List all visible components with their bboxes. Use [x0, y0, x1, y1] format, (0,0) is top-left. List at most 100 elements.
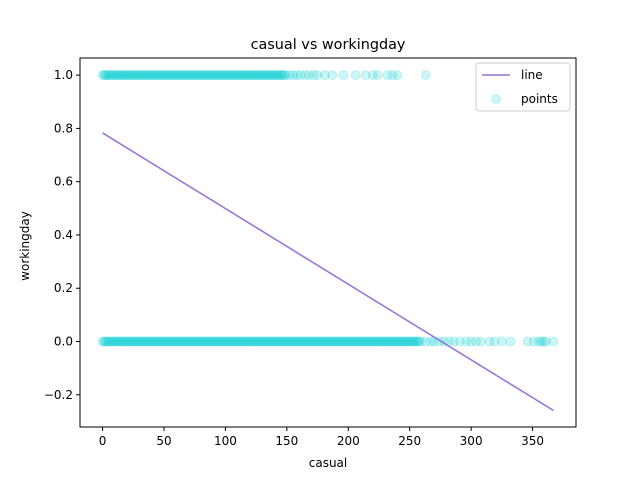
data-point — [505, 336, 516, 347]
data-point — [180, 336, 191, 347]
data-point — [190, 70, 201, 81]
data-point — [181, 336, 192, 347]
data-point — [178, 70, 189, 81]
data-point — [409, 336, 420, 347]
data-point — [274, 70, 285, 81]
data-point — [308, 70, 319, 81]
data-point — [280, 70, 291, 81]
data-point — [202, 336, 213, 347]
scatter-layer — [97, 70, 559, 347]
data-point — [412, 336, 423, 347]
data-point — [471, 336, 482, 347]
data-point — [262, 336, 273, 347]
data-point — [214, 70, 225, 81]
data-point — [123, 336, 134, 347]
data-point — [315, 336, 326, 347]
data-point — [183, 336, 194, 347]
data-point — [214, 336, 225, 347]
data-point — [357, 336, 368, 347]
data-point — [123, 70, 134, 81]
data-point — [461, 336, 472, 347]
data-point — [330, 336, 341, 347]
data-point — [133, 70, 144, 81]
plot-area — [79, 57, 577, 428]
data-point — [381, 336, 392, 347]
data-point — [133, 336, 144, 347]
data-point — [225, 336, 236, 347]
data-point — [360, 70, 371, 81]
data-point — [144, 336, 155, 347]
data-point — [466, 336, 477, 347]
data-point — [160, 70, 171, 81]
data-point — [339, 336, 350, 347]
y-tick-label: −0.2 — [44, 388, 73, 402]
data-point — [393, 336, 404, 347]
data-point — [270, 336, 281, 347]
x-axis: 0 50 100 150 200 250 300 350 — [99, 427, 544, 448]
data-point — [108, 70, 119, 81]
data-point — [244, 70, 255, 81]
data-point — [258, 336, 269, 347]
data-point — [306, 336, 317, 347]
data-point — [147, 336, 158, 347]
data-point — [319, 336, 330, 347]
data-point — [276, 336, 287, 347]
data-point — [403, 336, 414, 347]
data-point — [216, 336, 227, 347]
data-point — [256, 70, 267, 81]
data-point — [220, 336, 231, 347]
data-point — [135, 336, 146, 347]
data-point — [475, 336, 486, 347]
data-point — [243, 70, 254, 81]
x-tick-label: 250 — [398, 434, 421, 448]
data-point — [238, 70, 249, 81]
data-point — [294, 336, 305, 347]
data-point — [372, 70, 383, 81]
data-point — [396, 336, 407, 347]
data-point — [288, 336, 299, 347]
data-point — [189, 336, 200, 347]
data-point — [373, 336, 384, 347]
data-point — [114, 336, 125, 347]
data-point — [366, 336, 377, 347]
data-point — [228, 336, 239, 347]
data-point — [387, 70, 398, 81]
data-point — [258, 70, 269, 81]
data-point — [420, 70, 431, 81]
data-point — [349, 336, 360, 347]
data-point — [162, 336, 173, 347]
data-point — [385, 336, 396, 347]
data-point — [253, 336, 264, 347]
data-point — [168, 70, 179, 81]
data-point — [190, 336, 201, 347]
data-point — [136, 336, 147, 347]
data-point — [369, 336, 380, 347]
data-point — [192, 70, 203, 81]
data-point — [157, 70, 168, 81]
data-point — [489, 336, 500, 347]
data-point — [195, 70, 206, 81]
data-point — [172, 70, 183, 81]
data-point — [139, 70, 150, 81]
data-point — [193, 70, 204, 81]
data-point — [255, 70, 266, 81]
data-point — [130, 336, 141, 347]
data-point — [273, 336, 284, 347]
data-point — [303, 336, 314, 347]
x-tick-label: 300 — [460, 434, 483, 448]
data-point — [307, 336, 318, 347]
data-point — [139, 336, 150, 347]
data-point — [126, 70, 137, 81]
data-point — [217, 70, 228, 81]
data-point — [528, 336, 539, 347]
data-point — [241, 336, 252, 347]
data-point — [312, 336, 323, 347]
data-point — [145, 70, 156, 81]
regression-line — [102, 132, 554, 412]
data-point — [157, 336, 168, 347]
x-tick-label: 350 — [521, 434, 544, 448]
data-point — [297, 336, 308, 347]
data-point — [415, 336, 426, 347]
data-point — [279, 70, 290, 81]
y-axis: −0.2 0.0 0.2 0.4 0.6 0.8 1.0 — [44, 68, 80, 402]
